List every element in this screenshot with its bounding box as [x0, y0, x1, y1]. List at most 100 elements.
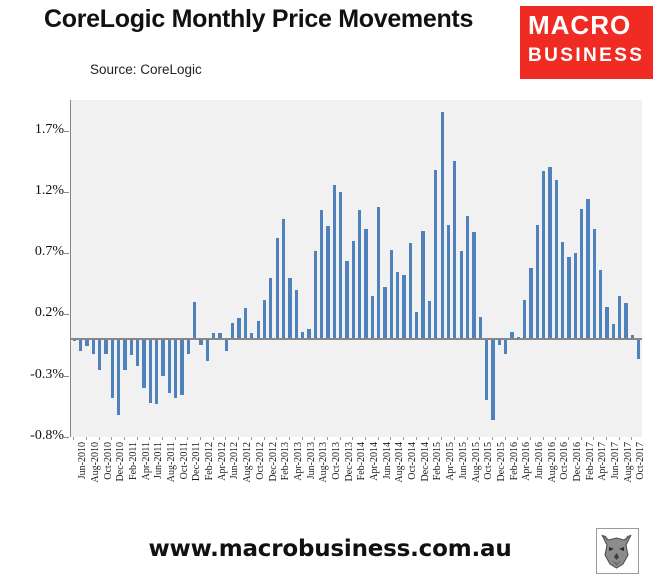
chart-footer: www.macrobusiness.com.au [0, 528, 660, 581]
bar [243, 308, 248, 339]
x-axis-tick-label: Dec-2011 [191, 442, 203, 482]
x-axis-tick-label: Feb-2015 [432, 442, 444, 481]
bar [535, 224, 539, 339]
bar [193, 302, 197, 339]
bar [592, 228, 597, 339]
x-axis-tick-mark [85, 437, 87, 440]
bar [338, 191, 343, 339]
bar [262, 299, 267, 339]
x-axis-tick-mark [225, 437, 227, 440]
bar-series [71, 100, 642, 437]
bar [116, 338, 121, 415]
x-axis-tick-label: Jun-2012 [229, 442, 241, 480]
x-axis-tick-label: Aug-2014 [394, 442, 406, 483]
bar [497, 338, 501, 346]
x-axis-tick-label: Dec-2016 [572, 442, 584, 482]
x-axis-tick-label: Aug-2010 [89, 442, 101, 483]
x-axis-tick-mark [212, 437, 214, 440]
bar [408, 243, 413, 339]
wolf-head-icon [597, 529, 636, 571]
x-axis-tick-mark [580, 437, 582, 440]
bar [186, 338, 191, 354]
bar [465, 216, 470, 339]
x-axis-tick-mark [111, 437, 113, 440]
bar [97, 338, 102, 370]
bar [548, 167, 552, 339]
x-axis-tick-mark [187, 437, 189, 440]
bar [605, 307, 609, 339]
x-axis-tick-label: Aug-2015 [470, 442, 482, 483]
x-axis-tick-mark [479, 437, 481, 440]
bar [345, 260, 349, 339]
x-axis-tick-mark [403, 437, 405, 440]
bar [148, 338, 152, 403]
bar [332, 184, 336, 339]
bar [573, 253, 578, 339]
y-axis-tick-mark [64, 375, 69, 377]
y-axis-tick-mark [64, 314, 69, 316]
x-axis-tick-mark [288, 437, 290, 440]
x-axis-tick-mark [517, 437, 519, 440]
x-axis-tick-label: Jun-2014 [381, 442, 393, 480]
brand-line-macro: MACRO [528, 10, 632, 40]
bar [377, 206, 381, 339]
x-axis-tick-label: Aug-2017 [622, 442, 634, 483]
bar [307, 329, 311, 339]
bar [351, 240, 355, 339]
bar [637, 338, 641, 359]
y-axis-tick-label: 1.7% [34, 121, 64, 137]
x-axis-tick-mark [631, 437, 633, 440]
bar [231, 323, 235, 339]
y-axis-tick-mark [64, 130, 69, 132]
bar [421, 231, 425, 339]
bar [300, 331, 305, 339]
x-axis-tick-mark [618, 437, 620, 440]
x-axis-tick-mark [174, 437, 176, 440]
x-axis-tick-label: Dec-2015 [495, 442, 507, 482]
bar [224, 338, 229, 352]
bar [269, 277, 273, 339]
x-axis-tick-mark [542, 437, 544, 440]
x-axis-tick-mark [200, 437, 202, 440]
x-axis-tick-mark [263, 437, 265, 440]
plot-area [70, 100, 642, 437]
bar [567, 256, 571, 339]
x-axis-tick-label: Oct-2012 [254, 442, 266, 480]
bar [370, 296, 374, 339]
bar [167, 338, 171, 393]
x-axis-tick-mark [149, 437, 151, 440]
x-axis-tick-label: Dec-2010 [115, 442, 127, 482]
zero-axis-line [71, 338, 642, 340]
bar [383, 287, 387, 339]
chart-header: CoreLogic Monthly Price Movements Source… [0, 0, 660, 92]
y-axis-tick-mark [64, 253, 69, 255]
bar [599, 270, 603, 339]
bar [529, 267, 533, 339]
x-axis-tick-label: Feb-2017 [584, 442, 596, 481]
bar [250, 332, 254, 339]
x-axis-tick-label: Oct-2016 [559, 442, 571, 480]
x-axis-tick-label: Dec-2013 [343, 442, 355, 482]
bar [415, 312, 419, 339]
bar [256, 320, 260, 339]
x-axis-tick-mark [504, 437, 506, 440]
y-axis-tick-label: 0.7% [34, 244, 64, 260]
bar [313, 250, 317, 339]
x-axis-tick-mark [453, 437, 455, 440]
x-axis-tick-label: Jun-2016 [533, 442, 545, 480]
bar [319, 210, 324, 339]
bar [491, 338, 495, 420]
x-axis-tick-label: Jun-2010 [77, 442, 89, 480]
y-axis-tick-label: 1.2% [34, 182, 64, 198]
bar [281, 218, 286, 339]
bar [78, 338, 83, 352]
x-axis-tick-label: Aug-2016 [546, 442, 558, 483]
bar [85, 338, 89, 347]
x-axis-tick-label: Apr-2013 [292, 442, 304, 481]
bar [212, 332, 216, 339]
x-axis-tick-mark [238, 437, 240, 440]
x-axis-tick-mark [136, 437, 138, 440]
x-axis-tick-mark [491, 437, 493, 440]
x-axis-tick-mark [390, 437, 392, 440]
